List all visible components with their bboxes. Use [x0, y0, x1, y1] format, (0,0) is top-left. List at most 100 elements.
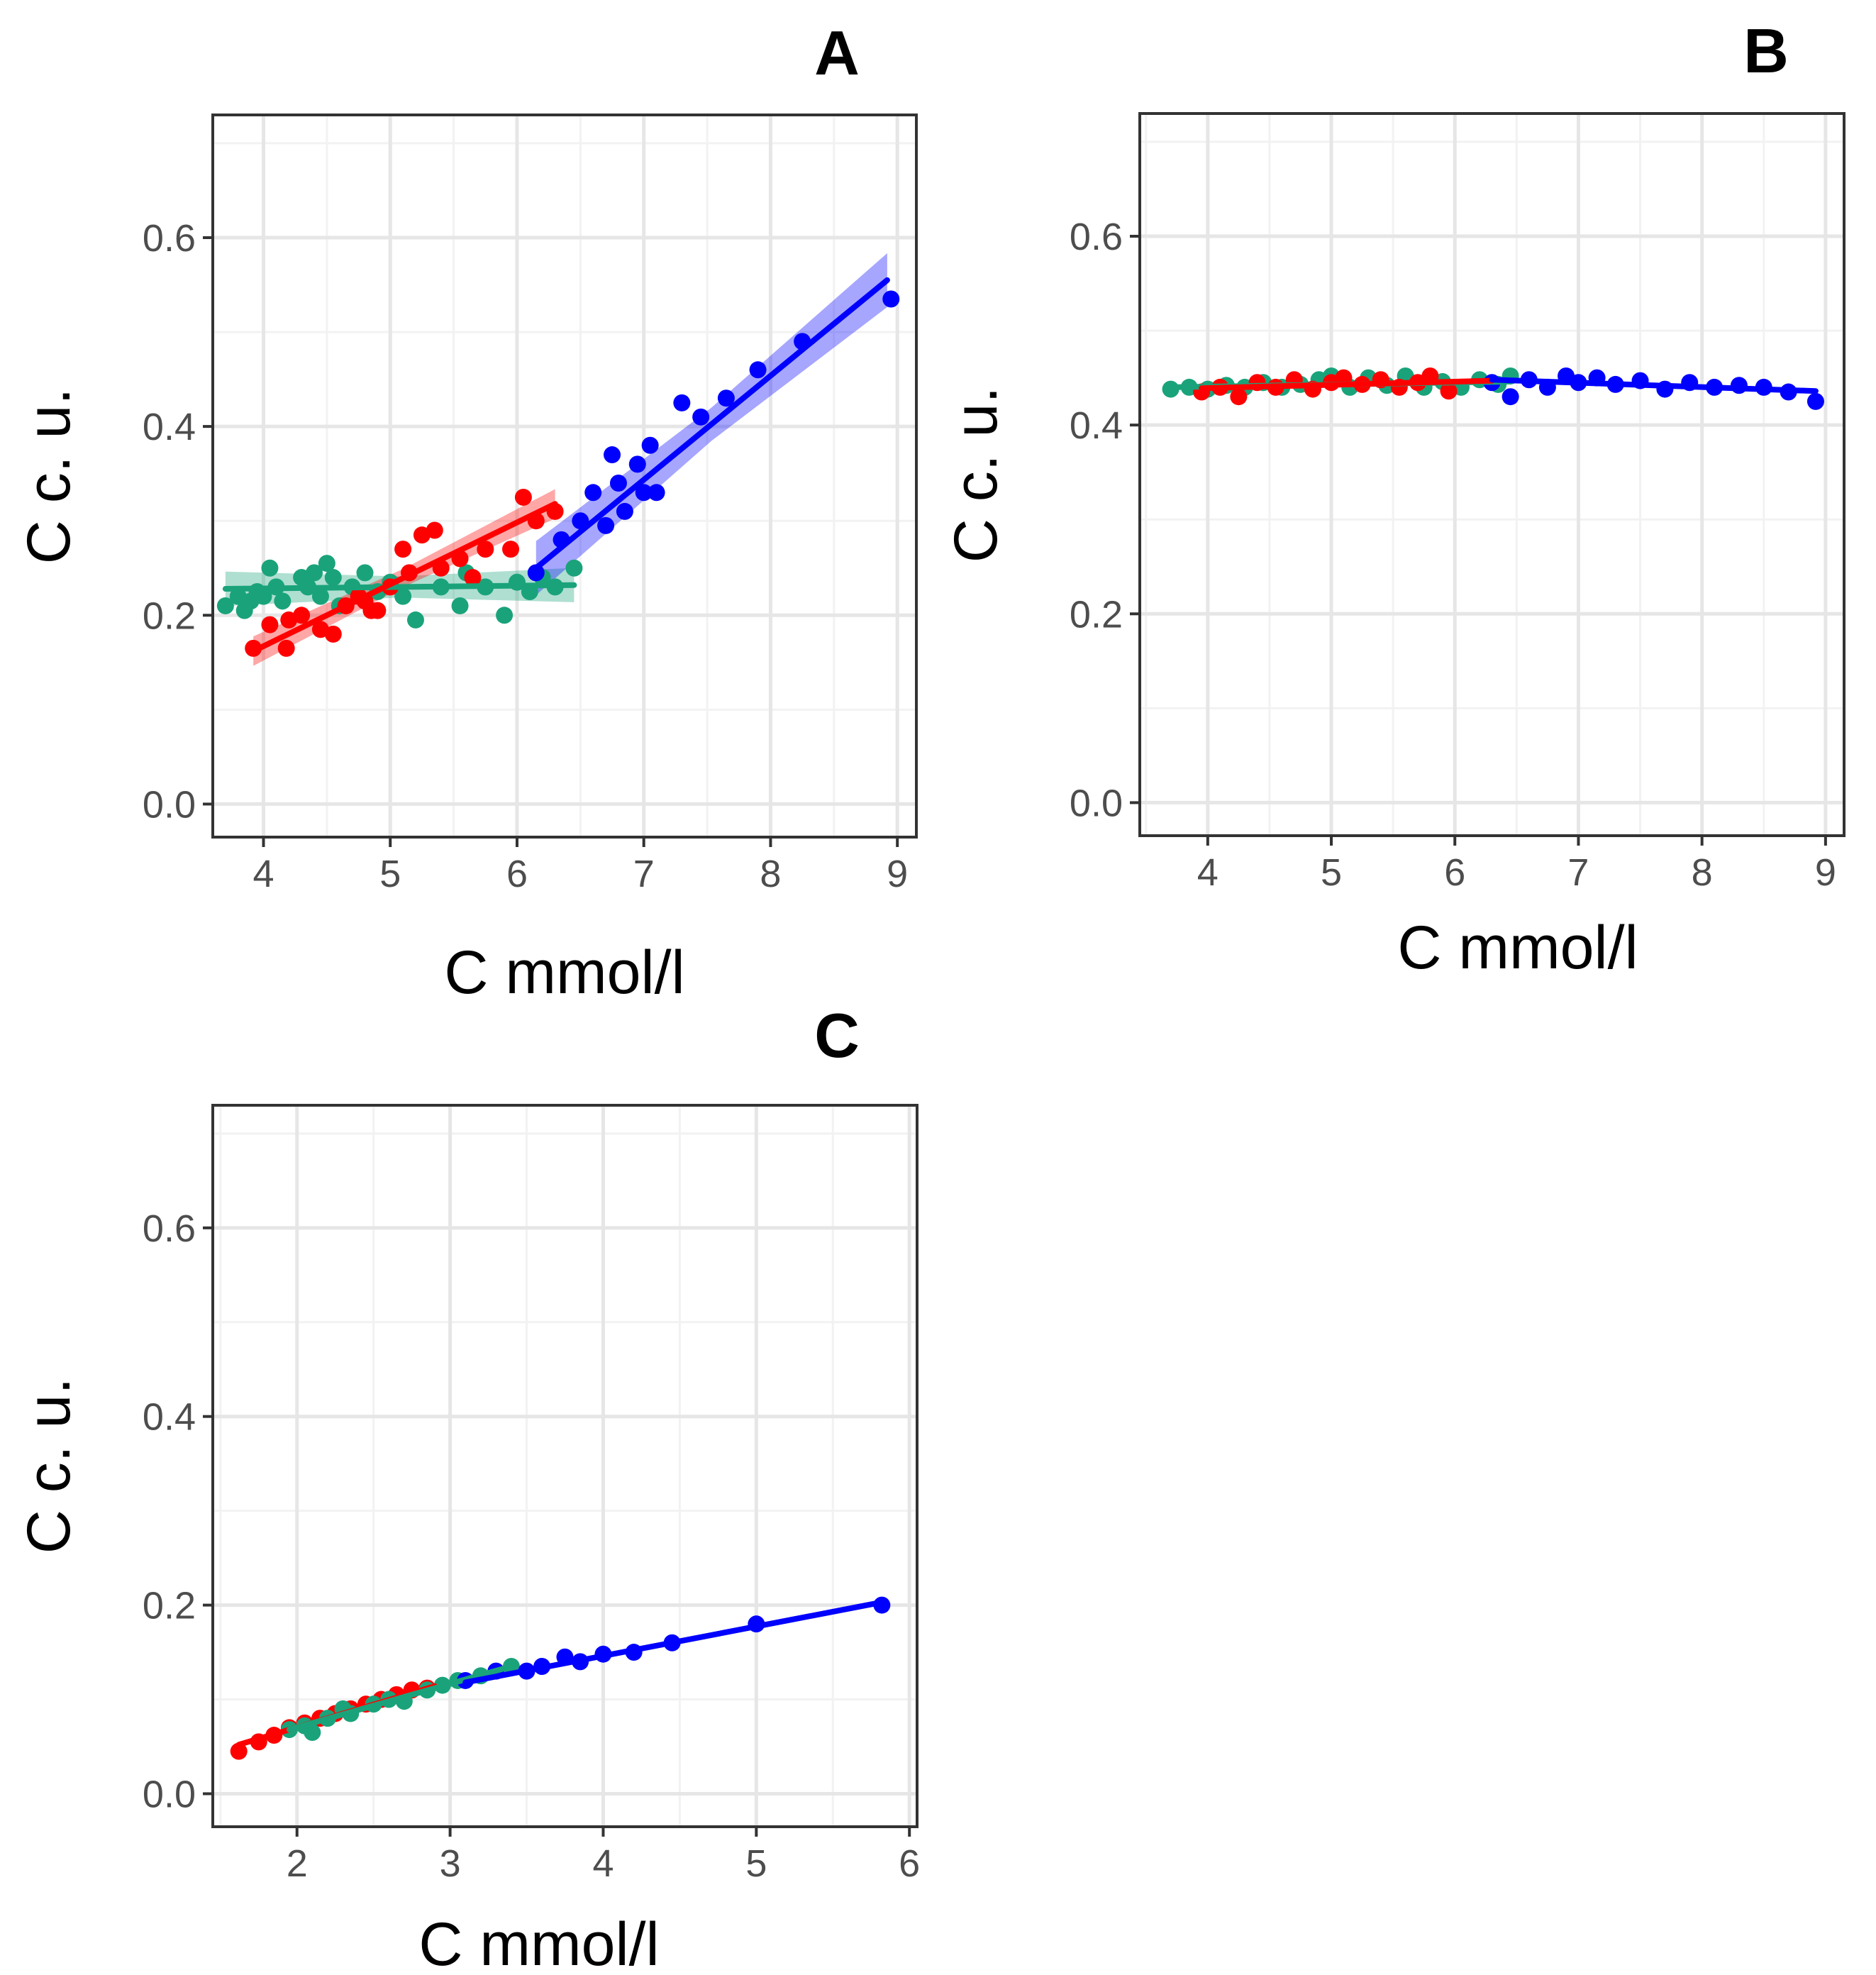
panel-a-x-tick-label: 7	[633, 853, 655, 895]
panel-a-blue-point	[882, 290, 900, 308]
panel-b-plot: 4 5 6 7 8 9 0.0 0.2 0.4 0.6	[1070, 112, 1846, 894]
panel-b-blue-point	[1502, 388, 1519, 406]
panel-b-red-point	[1440, 382, 1458, 400]
panel-a-blue-point	[717, 389, 735, 407]
panel-c-x-tick-label: 3	[440, 1842, 461, 1885]
panel-b-y-tick-label: 0.6	[1070, 216, 1123, 258]
panel-a-red-point	[477, 541, 494, 558]
panel-a-blue-fit-line	[533, 277, 890, 571]
panel-b: B 4 5 6 7 8 9 0.0 0.2 0.4 0.6 C mmol/l C c. u.	[942, 16, 1846, 982]
panel-a-red-point	[261, 616, 279, 634]
panel-a-blue-point	[635, 484, 653, 502]
panel-b-y-axis-title: C c. u.	[942, 387, 1010, 563]
panel-c-red-point	[230, 1742, 248, 1760]
panel-a-green-point	[255, 587, 272, 605]
panel-a-green-point	[406, 611, 424, 629]
panel-a-x-tick-label: 4	[252, 853, 274, 895]
panel-c-y-tick-label: 0.0	[143, 1773, 196, 1815]
panel-c-plot: 2 3 4 5 6 0.0 0.2 0.4 0.6	[143, 1104, 920, 1885]
panel-a-red-point	[277, 639, 295, 657]
panel-b-red-point	[1230, 388, 1248, 406]
panel-b-y-tick-label: 0.0	[1070, 782, 1123, 824]
panel-a-y-axis-title: C c. u.	[15, 388, 83, 565]
panel-b-label: B	[1743, 16, 1789, 86]
panel-b-panel-border	[1138, 112, 1846, 837]
panel-a-blue-point	[648, 484, 665, 502]
panel-a-red-point	[394, 541, 412, 558]
panel-a-plot: 4 5 6 7 8 9 0.0 0.2 0.4 0.6	[143, 114, 918, 895]
panel-a-x-tick-label: 6	[506, 853, 528, 895]
panel-c-panel-border	[211, 1104, 918, 1828]
panel-a-x-tick-label: 5	[379, 853, 401, 895]
panel-a-blue-point	[628, 455, 646, 473]
panel-c-green-point	[304, 1724, 321, 1742]
panel-a-red-point	[369, 602, 387, 619]
panel-a-red-point	[324, 625, 342, 643]
panel-a-red-fit-line	[250, 501, 558, 654]
panel-a-blue-point	[692, 408, 710, 426]
panel-b-y-tick-label: 0.4	[1070, 404, 1123, 447]
panel-a-green-point	[324, 569, 342, 587]
panel-a-blue-point	[604, 446, 621, 464]
panel-a-y-tick-label: 0.4	[143, 406, 196, 448]
panel-a-y-tick-label: 0.0	[143, 783, 196, 826]
panel-a-blue-point	[584, 484, 602, 502]
panel-a-x-tick-label: 8	[760, 853, 781, 895]
panel-b-blue-point	[1806, 392, 1824, 410]
panel-a-blue-point	[673, 394, 691, 411]
panel-a-green-point	[394, 587, 412, 605]
panel-b-plot-background	[1140, 114, 1844, 836]
panel-a-blue-point	[616, 502, 633, 520]
panel-a-blue-point	[641, 436, 659, 454]
panel-c-label: C	[814, 1000, 860, 1071]
panel-a-green-point	[274, 592, 292, 610]
panel-a-red-point	[464, 569, 482, 587]
panel-a-blue-point	[597, 516, 615, 534]
panel-c-y-tick-label: 0.4	[143, 1396, 196, 1439]
panel-a-blue-point	[609, 474, 627, 492]
panel-b-x-tick-label: 6	[1444, 851, 1465, 894]
panel-a-red-point	[502, 541, 520, 558]
panel-c: C 2 3 4 5 6 0.0 0.2 0.4 0.6 C mmol/l C c. u.	[15, 1000, 920, 1975]
panel-a-panel-border	[211, 114, 918, 839]
panel-a-green-point	[311, 587, 329, 605]
panel-b-x-axis-title: C mmol/l	[1397, 914, 1638, 982]
panel-a-label: A	[814, 18, 860, 88]
panel-a-green-point	[318, 555, 335, 572]
panel-c-x-tick-label: 5	[745, 1842, 767, 1885]
panel-a-green-point	[356, 564, 374, 582]
panel-b-x-tick-label: 9	[1815, 851, 1836, 894]
panel-a-x-axis-title: C mmol/l	[444, 939, 684, 1007]
panel-b-x-tick-label: 8	[1692, 851, 1713, 894]
panel-c-blue-fit-line	[462, 1599, 885, 1686]
panel-c-y-tick-label: 0.2	[143, 1585, 196, 1627]
panel-c-x-tick-label: 2	[287, 1842, 308, 1885]
panel-a-green-point	[496, 607, 514, 624]
panel-a-plot-background	[213, 115, 916, 837]
panel-b-x-tick-label: 5	[1321, 851, 1342, 894]
panel-a: A 4 5 6 7 8 9 0.0 0.2 0.4 0.6 C mmol/l C c. u.	[15, 18, 918, 1007]
panel-a-green-point	[451, 597, 469, 614]
panel-a-green-point	[261, 559, 279, 577]
panel-a-red-point	[293, 607, 311, 624]
panel-b-y-tick-label: 0.2	[1070, 593, 1123, 636]
panel-a-blue-point	[749, 361, 767, 379]
panel-c-x-tick-label: 4	[592, 1842, 614, 1885]
panel-a-red-point	[426, 521, 443, 539]
panel-a-y-tick-label: 0.2	[143, 594, 196, 637]
panel-b-x-tick-label: 4	[1197, 851, 1219, 894]
panel-c-x-axis-title: C mmol/l	[418, 1910, 659, 1975]
panel-a-green-point	[565, 559, 583, 577]
panel-c-y-tick-label: 0.6	[143, 1207, 196, 1250]
panel-b-x-tick-label: 7	[1567, 851, 1589, 894]
panel-c-plot-background	[213, 1105, 917, 1827]
panel-a-green-point	[305, 564, 323, 582]
panel-a-blue-point	[527, 564, 545, 582]
panel-a-green-point	[216, 597, 234, 614]
panel-c-y-axis-title: C c. u.	[15, 1378, 83, 1554]
panel-a-red-point	[514, 488, 532, 506]
panel-c-x-tick-label: 6	[899, 1842, 920, 1885]
panel-b-blue-fit-line	[1489, 377, 1819, 394]
panel-c-green-fit-line	[286, 1664, 514, 1733]
panel-b-red-fit-line	[1199, 377, 1495, 392]
